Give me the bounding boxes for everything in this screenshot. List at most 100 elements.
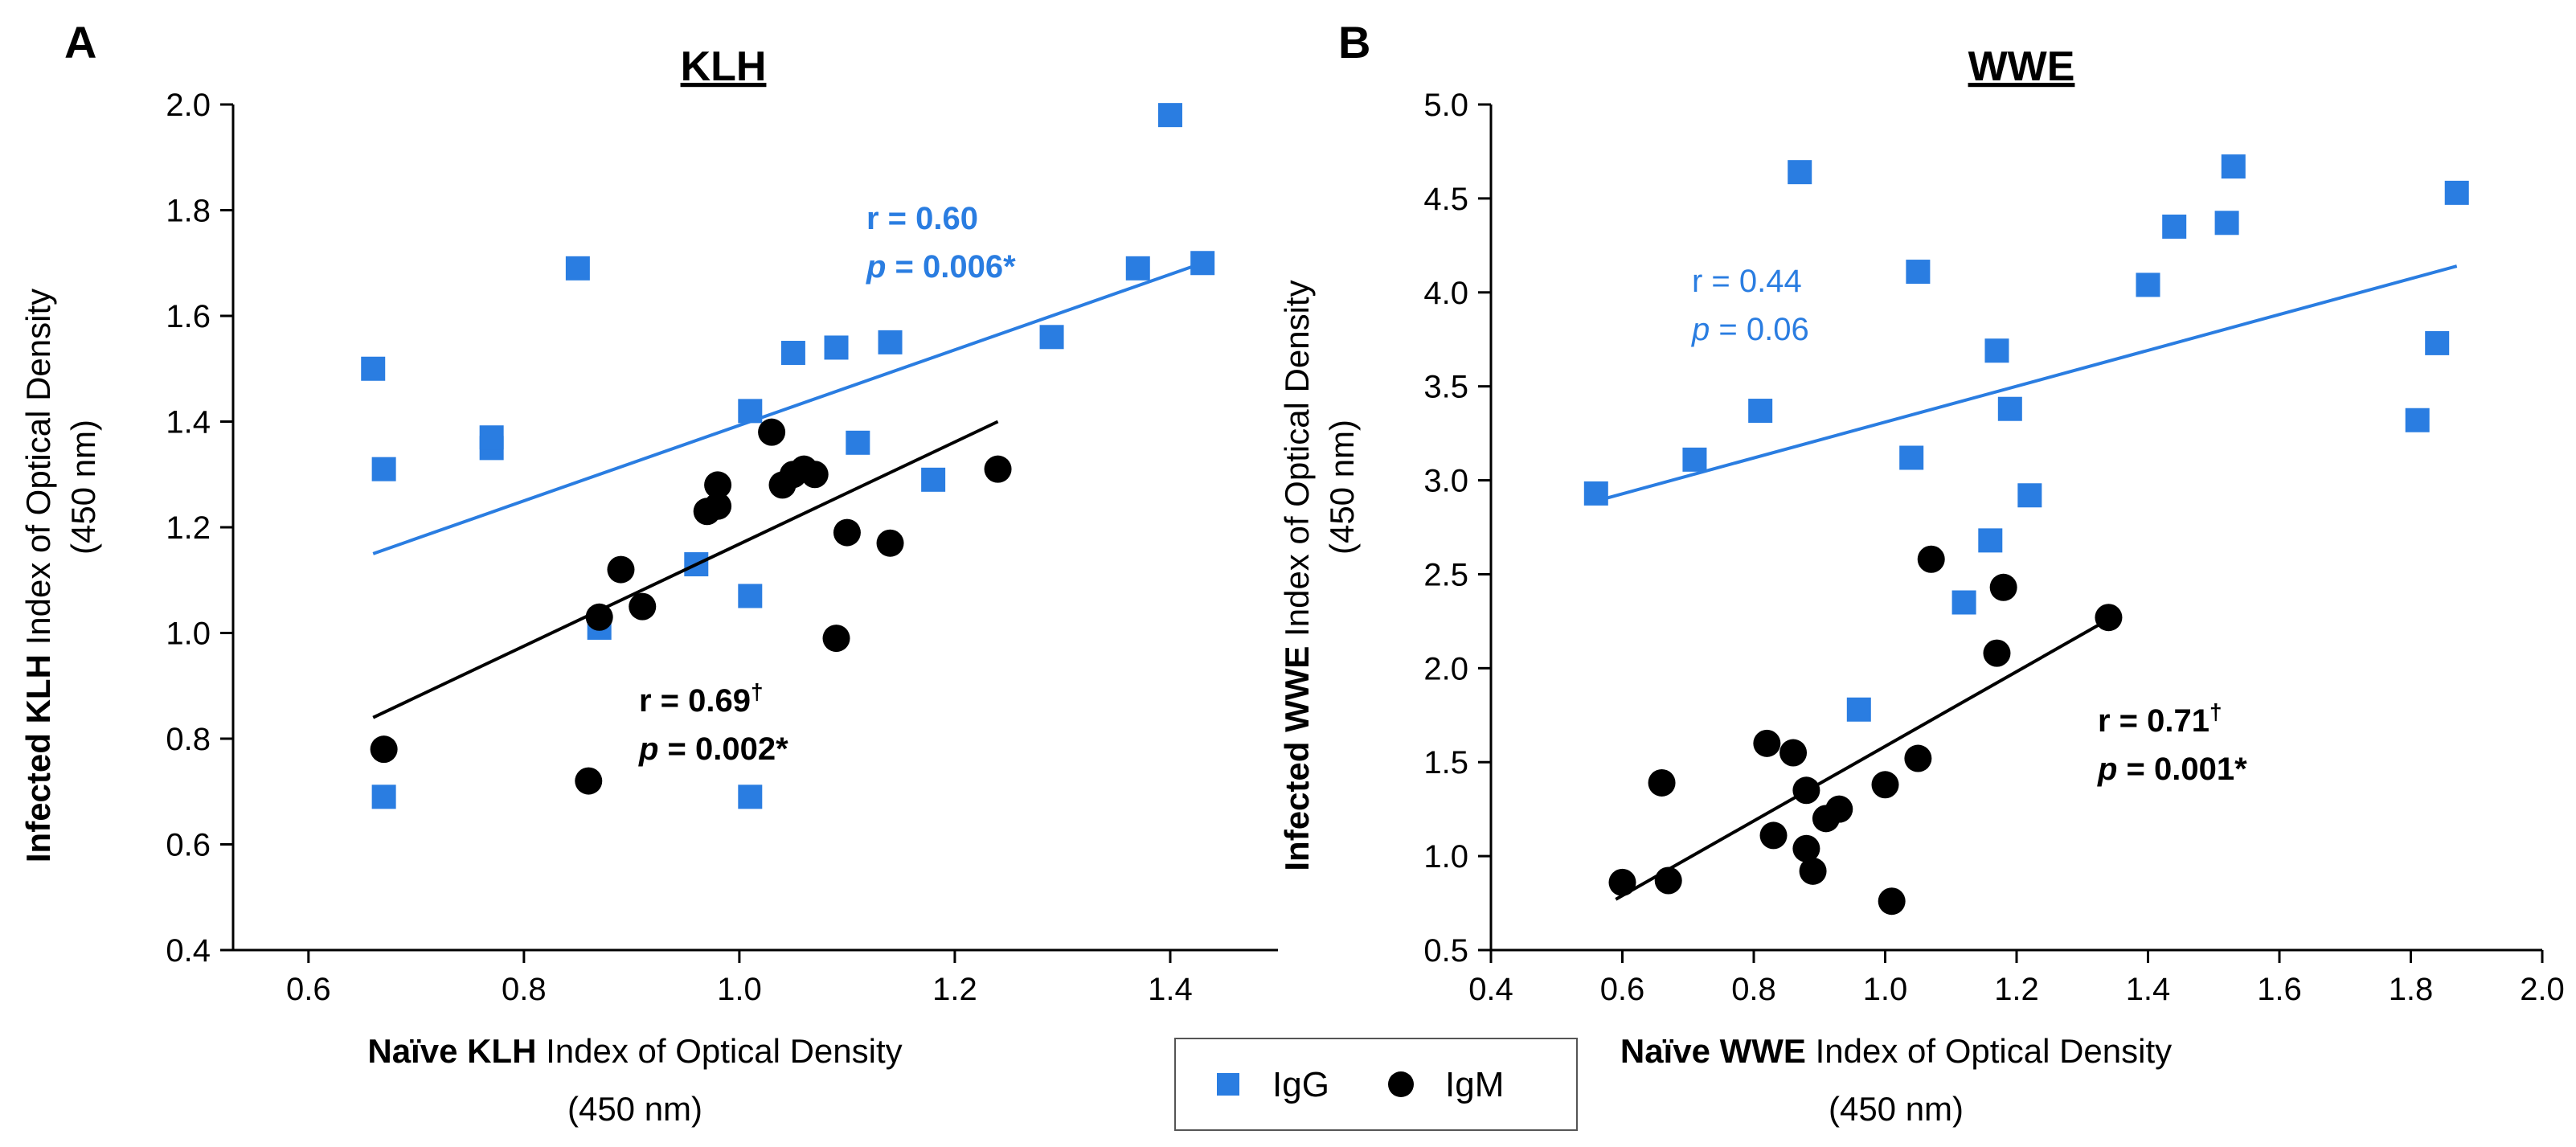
x-tick-label: 0.8 <box>1731 972 1776 1007</box>
series-igm: r = 0.71† p = 0.001* <box>1608 545 2247 916</box>
fit-line-igm <box>372 420 999 719</box>
data-point-igg <box>1984 338 2009 363</box>
x-axis-label-units: (450 nm) <box>1829 1090 1964 1128</box>
panel-b: B WWE 0.5 1.0 1.5 2.0 2.5 3.0 3.5 4.0 4.5 5.0 0.4 0.6… <box>1278 17 2565 1128</box>
y-tick-label: 1.6 <box>166 299 211 334</box>
panel-a: A KLH 0.4 0.6 0.8 1.0 1.2 1.4 1.6 1.8 2.0 0.6 0.8 1.0… <box>19 17 1278 1128</box>
x-axis-label-bold: Naïve KLH <box>367 1032 546 1070</box>
data-point-igg <box>1682 447 1707 472</box>
y-axis-label-bold: Infected KLH <box>19 645 57 862</box>
y-axis-label: Infected KLH Index of Optical Density <box>19 289 57 862</box>
x-axis-label-rest: Index of Optical Density <box>546 1032 903 1070</box>
stat-p-value: = 0.006* <box>886 249 1016 285</box>
x-tick-label: 1.8 <box>2389 972 2434 1007</box>
data-point-igg <box>1788 160 1812 185</box>
fit-line-igg <box>372 261 1203 555</box>
x-tick-label: 1.6 <box>2257 972 2302 1007</box>
legend-label-igm: IgM <box>1445 1065 1504 1104</box>
data-point-igg <box>2136 272 2160 297</box>
fit-line-igg <box>1595 264 2458 503</box>
data-point-igg <box>1748 399 1773 424</box>
data-point-igg <box>2162 214 2187 239</box>
y-tick-label: 0.6 <box>166 828 211 863</box>
data-point-igg <box>2017 483 2042 508</box>
data-point-igm <box>1825 795 1853 823</box>
data-point-igg <box>1906 260 1931 285</box>
data-point-igm <box>1654 866 1682 895</box>
data-point-igg <box>1583 481 1608 506</box>
data-point-igg <box>1190 251 1215 276</box>
data-point-igg <box>921 467 946 492</box>
y-tick-label: 2.0 <box>1423 651 1468 686</box>
y-axis-label-units: (450 nm) <box>64 420 102 555</box>
stat-r-value: r = 0.71 <box>2098 703 2209 739</box>
data-point-igm <box>704 471 732 499</box>
data-point-igm <box>758 418 786 446</box>
data-point-igm <box>1799 857 1827 885</box>
y-tick-label: 5.0 <box>1423 88 1468 123</box>
stat-r-superscript: † <box>751 679 764 704</box>
y-tick-label: 1.0 <box>166 617 211 652</box>
data-point-igg <box>1951 590 1976 615</box>
data-point-igm <box>607 555 635 584</box>
stat-p-label: p <box>866 249 886 285</box>
y-tick-label: 0.8 <box>166 722 211 757</box>
data-point-igm <box>1759 821 1788 850</box>
data-point-igm <box>1904 744 1932 772</box>
x-axis-label-rest: Index of Optical Density <box>1816 1032 2173 1070</box>
fit-line-igm <box>1615 617 2110 901</box>
y-axis-label: Infected WWE Index of Optical Density <box>1278 280 1316 870</box>
y-tick-label: 4.0 <box>1423 276 1468 311</box>
data-point-igg <box>1157 103 1182 128</box>
data-point-igm <box>984 455 1012 483</box>
stat-r-igm: r = 0.69† <box>639 679 764 719</box>
data-point-igg <box>738 784 763 809</box>
data-point-igm <box>1608 868 1636 896</box>
x-tick-label: 1.0 <box>717 972 762 1007</box>
data-point-igg <box>2214 211 2239 236</box>
data-point-igm <box>1753 729 1781 757</box>
data-point-igg <box>1846 697 1871 722</box>
data-point-igm <box>1871 771 1899 799</box>
x-tick-label: 0.6 <box>286 972 331 1007</box>
data-point-igg <box>824 335 849 360</box>
data-point-igg <box>1997 396 2022 421</box>
data-point-igm <box>876 529 904 557</box>
data-point-igm <box>833 518 861 547</box>
stat-p-value: = 0.06 <box>1710 312 1808 347</box>
stat-p-value: = 0.001* <box>2117 752 2247 787</box>
data-point-igm <box>370 735 398 764</box>
data-point-igg <box>738 584 763 608</box>
data-point-igm <box>1983 639 2011 667</box>
y-tick-label: 0.5 <box>1423 933 1468 969</box>
data-point-igg <box>878 330 903 354</box>
x-axis-label: Naïve WWE Index of Optical Density <box>1620 1032 2172 1070</box>
stat-p-label: p <box>638 731 658 767</box>
data-point-igg <box>361 356 386 381</box>
data-point-igg <box>2425 330 2450 355</box>
data-point-igg <box>371 784 396 809</box>
data-point-igm <box>1878 887 1906 916</box>
x-axis-label: Naïve KLH Index of Optical Density <box>367 1032 902 1070</box>
y-tick-label: 2.5 <box>1423 557 1468 592</box>
data-point-igm <box>822 625 850 653</box>
y-tick-label: 4.5 <box>1423 182 1468 217</box>
x-tick-label: 0.8 <box>502 972 547 1007</box>
data-point-igm <box>1792 834 1820 862</box>
data-point-igm <box>2095 604 2123 632</box>
plot-title: WWE <box>1968 43 2075 90</box>
data-point-igm <box>1792 776 1820 805</box>
x-tick-label: 1.4 <box>1148 972 1193 1007</box>
data-point-igm <box>1989 573 2017 601</box>
legend-label-igg: IgG <box>1272 1065 1329 1104</box>
stat-p-label: p <box>1691 312 1710 347</box>
data-point-igg <box>1899 445 1924 470</box>
data-point-igg <box>2444 180 2469 205</box>
y-axis-label-rest: Index of Optical Density <box>1278 280 1316 637</box>
y-tick-label: 3.0 <box>1423 464 1468 499</box>
x-tick-label: 0.6 <box>1600 972 1645 1007</box>
data-point-igg <box>565 256 590 281</box>
data-point-igm <box>1917 545 1945 573</box>
x-tick-label: 1.0 <box>1863 972 1908 1007</box>
